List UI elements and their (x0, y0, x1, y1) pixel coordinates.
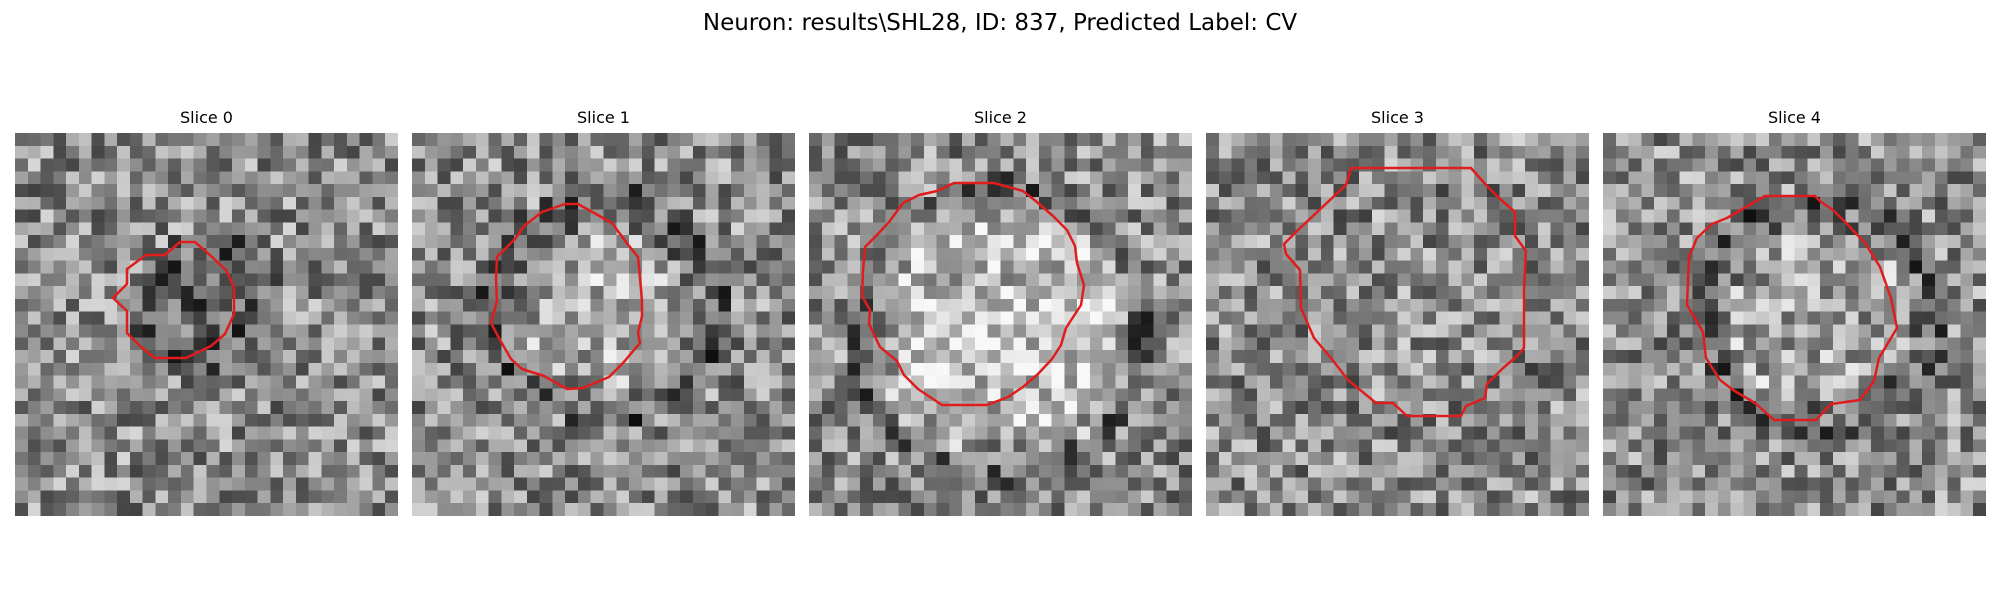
slice-title: Slice 2 (974, 108, 1027, 127)
slice-title: Slice 0 (180, 108, 233, 127)
slice-panel-2: Slice 2 (809, 108, 1192, 516)
slice-image (1603, 133, 1986, 516)
roi-contour (111, 240, 236, 360)
slice-image (809, 133, 1192, 516)
slice-image (1206, 133, 1589, 516)
slice-image (412, 133, 795, 516)
slice-panel-0: Slice 0 (15, 108, 398, 516)
slice-title: Slice 1 (577, 108, 630, 127)
slice-title: Slice 4 (1768, 108, 1821, 127)
slice-title: Slice 3 (1371, 108, 1424, 127)
roi-contour (1685, 194, 1899, 422)
roi-contour (860, 181, 1086, 407)
grayscale-noise (1603, 133, 1986, 516)
grayscale-noise (809, 133, 1192, 516)
slice-image (15, 133, 398, 516)
slice-panel-4: Slice 4 (1603, 108, 1986, 516)
grayscale-noise (412, 133, 795, 516)
figure-title: Neuron: results\SHL28, ID: 837, Predicte… (702, 10, 1298, 36)
slice-panel-1: Slice 1 (412, 108, 795, 516)
grayscale-noise (15, 133, 398, 516)
roi-contour (1282, 166, 1528, 418)
grayscale-noise (1206, 133, 1589, 516)
roi-contour (489, 202, 644, 391)
slice-panel-3: Slice 3 (1206, 108, 1589, 516)
